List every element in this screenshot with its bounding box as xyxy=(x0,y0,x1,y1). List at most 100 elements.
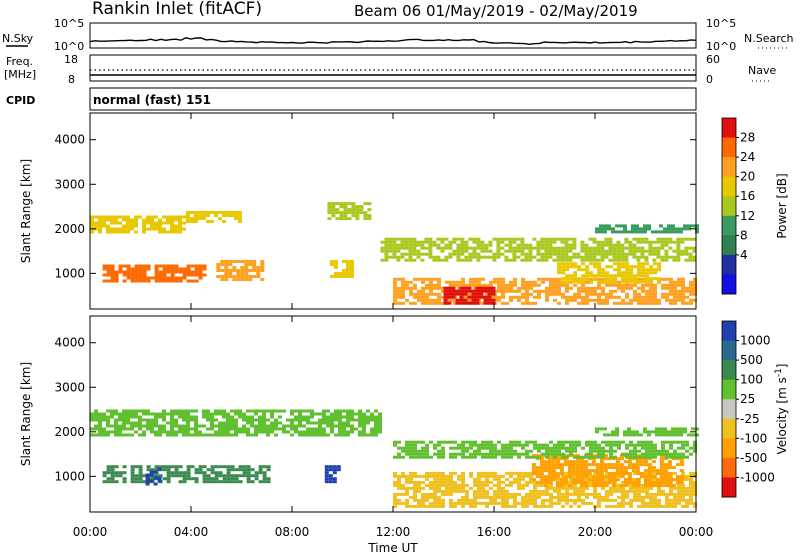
velocity-cell xyxy=(122,465,127,469)
power-cell xyxy=(114,215,118,219)
velocity-cell xyxy=(579,481,584,485)
velocity-cell xyxy=(130,468,135,472)
velocity-cell xyxy=(366,421,370,425)
power-cell xyxy=(190,273,195,277)
velocity-cell xyxy=(342,433,346,437)
power-cell xyxy=(501,289,505,293)
velocity-cell xyxy=(557,501,561,505)
power-cell xyxy=(525,280,529,284)
power-cell xyxy=(637,265,642,269)
power-cell xyxy=(485,283,489,287)
power-cell xyxy=(627,230,631,234)
velocity-cell xyxy=(306,430,310,434)
velocity-cell xyxy=(501,455,505,459)
power-cell xyxy=(669,301,673,305)
velocity-cell xyxy=(437,504,441,508)
power-cell xyxy=(150,227,154,231)
velocity-cell xyxy=(565,501,569,505)
velocity-cell xyxy=(547,460,552,464)
power-cell xyxy=(623,227,627,231)
velocity-cell xyxy=(531,472,536,476)
velocity-cell xyxy=(555,481,560,485)
velocity-cell xyxy=(437,471,441,475)
velocity-cell xyxy=(595,481,600,485)
velocity-cell xyxy=(114,418,118,422)
power-cell xyxy=(657,280,662,284)
velocity-cell xyxy=(553,501,557,505)
velocity-cell xyxy=(667,466,672,470)
velocity-cell xyxy=(473,480,477,484)
velocity-cell xyxy=(589,483,593,487)
power-cell xyxy=(605,274,610,278)
power-colorbar-swatch xyxy=(722,118,736,139)
velocity-cell xyxy=(146,427,150,431)
power-cell xyxy=(605,295,609,299)
power-cell xyxy=(345,272,350,275)
velocity-cell xyxy=(437,452,441,456)
velocity-cell xyxy=(583,475,588,479)
power-cell xyxy=(621,262,626,266)
power-cell xyxy=(457,286,461,290)
power-cell xyxy=(142,218,146,222)
power-cell xyxy=(621,265,626,269)
power-cell xyxy=(675,230,679,234)
power-cell xyxy=(548,252,553,256)
velocity-cell xyxy=(633,455,637,459)
power-cell xyxy=(484,246,489,250)
power-colorbar-swatch xyxy=(722,157,736,178)
velocity-cell xyxy=(629,449,633,453)
power-cell xyxy=(629,274,634,278)
velocity-cell xyxy=(529,449,533,453)
velocity-cell xyxy=(673,452,677,456)
nsky-left-tick-top: 10^5 xyxy=(54,17,84,30)
velocity-cell xyxy=(621,486,625,490)
power-cell xyxy=(653,268,658,272)
velocity-cell xyxy=(639,433,643,437)
power-cell xyxy=(162,227,166,231)
velocity-cell xyxy=(449,452,453,456)
velocity-cell xyxy=(679,478,684,482)
velocity-cell xyxy=(242,424,246,428)
power-cell xyxy=(412,246,417,250)
velocity-cell xyxy=(583,466,588,470)
velocity-cell xyxy=(294,427,298,431)
power-cell xyxy=(649,268,654,272)
velocity-cell xyxy=(593,486,597,490)
power-cell xyxy=(102,221,106,225)
velocity-cell xyxy=(230,418,234,422)
power-cell xyxy=(114,273,119,277)
cpid-panel: CPID normal (fast) 151 xyxy=(6,87,697,111)
power-cell xyxy=(572,243,577,247)
power-cell xyxy=(126,215,130,219)
velocity-cell xyxy=(617,440,621,444)
power-cell xyxy=(110,230,114,234)
velocity-cell xyxy=(401,483,405,487)
power-cell xyxy=(584,243,589,247)
power-cell xyxy=(197,217,202,220)
velocity-cell xyxy=(633,495,637,499)
power-cell xyxy=(252,266,257,269)
velocity-cell xyxy=(126,433,130,437)
power-cell xyxy=(224,278,229,281)
velocity-cell xyxy=(457,477,461,481)
power-cell xyxy=(692,255,697,259)
power-cell xyxy=(564,246,569,250)
velocity-cell xyxy=(294,424,298,428)
power-cell xyxy=(190,264,195,268)
velocity-cell xyxy=(627,430,631,434)
power-cell xyxy=(447,292,452,296)
velocity-cell xyxy=(693,480,697,484)
velocity-cell xyxy=(230,433,234,437)
velocity-cell xyxy=(557,440,561,444)
velocity-cell xyxy=(627,433,631,437)
power-cell xyxy=(440,240,445,244)
power-cell xyxy=(460,243,465,247)
velocity-cell xyxy=(603,466,608,470)
power-cell xyxy=(529,283,533,287)
velocity-cell xyxy=(186,418,190,422)
velocity-cell xyxy=(669,489,673,493)
power-cell xyxy=(599,227,603,231)
velocity-cell xyxy=(673,440,677,444)
velocity-cell xyxy=(469,501,473,505)
velocity-cell xyxy=(358,409,362,413)
